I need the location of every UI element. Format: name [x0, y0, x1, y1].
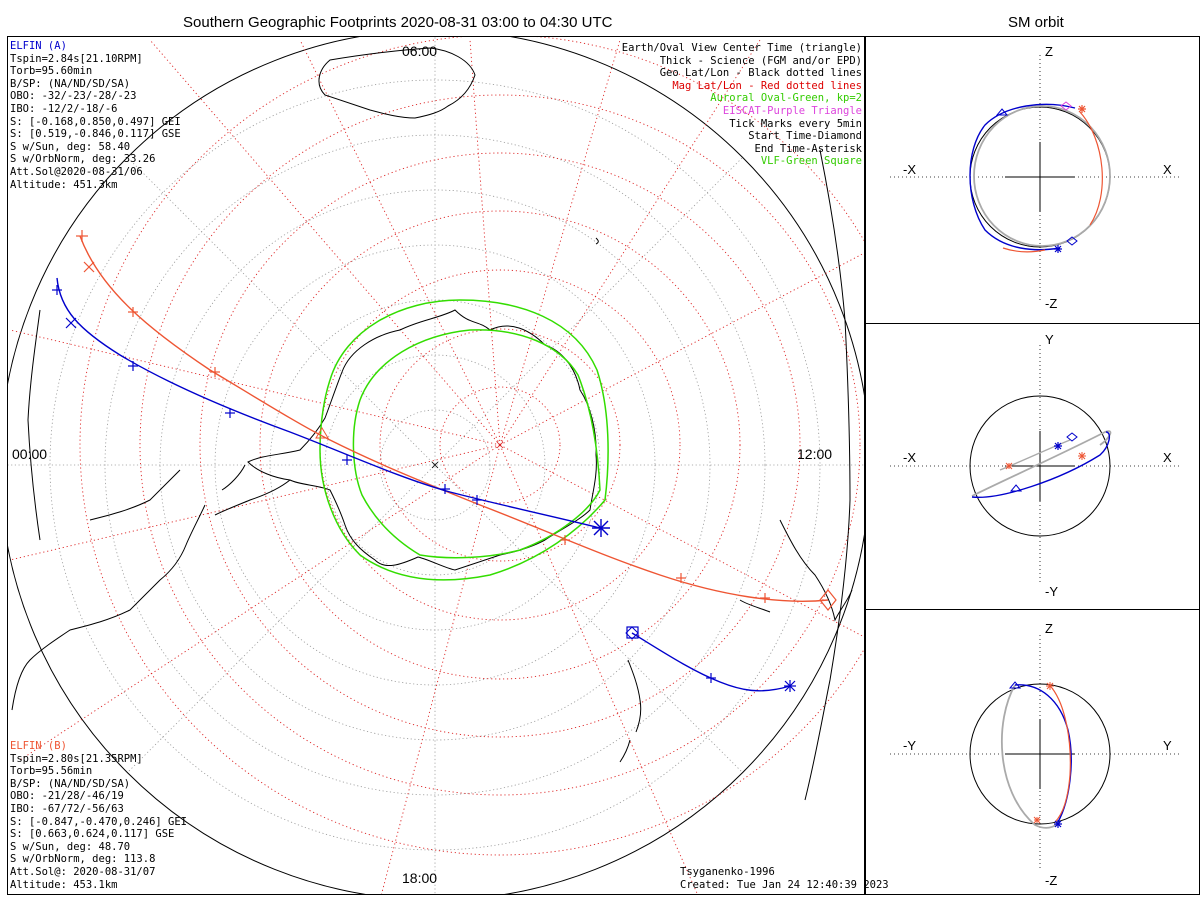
elfin-b-name: ELFIN (B): [10, 740, 67, 752]
elfin-b-line: B/SP: (NA/ND/SD/SA): [10, 777, 131, 790]
elfin-b-line: IBO: -67/72/-56/63: [10, 802, 124, 815]
elfin-b-view-triangle: [315, 427, 329, 439]
elfin-b-line: OBO: -21/28/-46/19: [10, 790, 124, 803]
footprint-map-panel: [7, 36, 865, 895]
elfin-a-line: S: [-0.168,0.850,0.497] GEI: [10, 115, 181, 128]
map-time-label-top: 06:00: [402, 43, 438, 59]
elfin-b-ticks: [76, 230, 770, 603]
map-time-label-right: 12:00: [797, 446, 833, 462]
legend-entry: Tick Marks every 5min: [729, 117, 862, 130]
africa-coast: [318, 47, 476, 119]
side-title: SM orbit: [1008, 14, 1064, 31]
elfin-a-line: Altitude: 451.3km: [10, 178, 118, 191]
orbit1-top-label: Z: [1045, 44, 1053, 59]
australia-coast: [739, 519, 853, 622]
elfin-b-info: ELFIN (B) Tspin=2.80s[21.35RPM] Torb=95.…: [10, 740, 187, 891]
credit-created: Created: Tue Jan 24 12:40:39 2023: [680, 878, 889, 891]
elfin-b-line: Att.Sol@: 2020-08-31/07: [10, 865, 156, 878]
credit-model: Tsyganenko-1996: [680, 866, 775, 878]
elfin-a-info: ELFIN (A) Tspin=2.84s[21.10RPM] Torb=95.…: [10, 40, 181, 191]
orbit-xz-view: [890, 55, 1180, 300]
orbit3-right-label: Y: [1163, 738, 1172, 753]
eastern-limb-land: [804, 149, 851, 801]
elfin-a-track: [52, 277, 796, 692]
orbit2-bottom-label: -Y: [1045, 584, 1058, 599]
geo-grid: [8, 37, 864, 894]
elfin-b-line: S: [-0.847,-0.470,0.246] GEI: [10, 815, 188, 828]
elfin-b-line: S: [0.663,0.624,0.117] GSE: [10, 828, 175, 841]
coastlines: [11, 47, 853, 801]
orbit-yz-view: [890, 635, 1180, 870]
elfin-a-line: S w/Sun, deg: 58.40: [10, 140, 131, 153]
elfin-b-start-diamond: [819, 589, 837, 611]
orbit1-right-label: X: [1163, 162, 1172, 177]
earth-circle: [969, 683, 1111, 825]
western-limb-land: [27, 309, 41, 541]
orbit1-left-label: -X: [903, 162, 916, 177]
legend-entry: Start Time-Diamond: [748, 130, 862, 143]
orbit2-left-label: -X: [903, 450, 916, 465]
orbit2-right-label: X: [1163, 450, 1172, 465]
main-title: Southern Geographic Footprints 2020-08-3…: [183, 14, 613, 31]
elfin-a-ticks: [52, 285, 482, 505]
credits: Tsyganenko-1996 Created: Tue Jan 24 12:4…: [680, 866, 889, 891]
orbit3-top-label: Z: [1045, 621, 1053, 636]
elfin-b-line: S w/Sun, deg: 48.70: [10, 840, 131, 853]
legend-entry: Mag Lat/Lon - Red dotted lines: [672, 79, 862, 92]
legend-entry: End Time-Asterisk: [754, 142, 862, 155]
auroral-oval-outer: [319, 299, 609, 581]
orbit2-top-label: Y: [1045, 332, 1054, 347]
legend-entry: VLF-Green Square: [760, 155, 862, 168]
new-zealand: [619, 659, 642, 763]
elfin-a-line: Tspin=2.84s[21.10RPM]: [10, 52, 143, 65]
legend-entry: Auroral Oval-Green, kp=2: [710, 92, 862, 105]
elfin-b-line: Altitude: 453.1km: [10, 878, 118, 891]
earth-circle: [969, 395, 1111, 537]
map-time-label-bottom: 18:00: [402, 870, 438, 886]
elfin-b-track: [76, 230, 837, 611]
auroral-oval: [319, 299, 609, 581]
orbit3-bottom-label: -Z: [1045, 873, 1058, 888]
antarctic-peninsula: [214, 479, 291, 516]
legend-entry: Earth/Oval View Center Time (triangle): [621, 42, 862, 54]
south-america-coast: [11, 464, 246, 711]
elfin-b-line: Tspin=2.80s[21.35RPM]: [10, 752, 143, 765]
legend-entry: EISCAT-Purple Triangle: [722, 104, 862, 117]
elfin-a-line: B/SP: (NA/ND/SD/SA): [10, 77, 131, 90]
map-time-label-left: 00:00: [12, 446, 48, 462]
elfin-a-line: IBO: -12/2/-18/-6: [10, 102, 118, 115]
mag-grid: [9, 37, 864, 894]
elfin-a-line: Att.Sol@2020-08-31/06: [10, 165, 143, 178]
south-america-coast-2: [89, 469, 181, 521]
elfin-a-line: S w/OrbNorm, deg: 33.26: [10, 153, 156, 166]
elfin-b-line: S w/OrbNorm, deg: 113.8: [10, 853, 156, 866]
elfin-a-line: OBO: -32/-23/-28/-23: [10, 90, 137, 103]
legend-entry: Thick - Science (FGM and/or EPD): [659, 54, 862, 67]
elfin-a-end-asterisk: [592, 519, 610, 537]
orbit-xy-view: [890, 345, 1180, 585]
orbit3-left-label: -Y: [903, 738, 916, 753]
legend: Earth/Oval View Center Time (triangle) T…: [622, 42, 862, 168]
orbit1-bottom-label: -Z: [1045, 296, 1058, 311]
legend-entry: Geo Lat/Lon - Black dotted lines: [659, 67, 862, 80]
elfin-a-name: ELFIN (A): [10, 40, 67, 52]
elfin-a-line: Torb=95.60min: [10, 65, 93, 78]
elfin-b-line: Torb=95.56min: [10, 765, 93, 778]
elfin-a-line: S: [0.519,-0.846,0.117] GSE: [10, 128, 181, 141]
auroral-oval-inner: [352, 329, 601, 559]
